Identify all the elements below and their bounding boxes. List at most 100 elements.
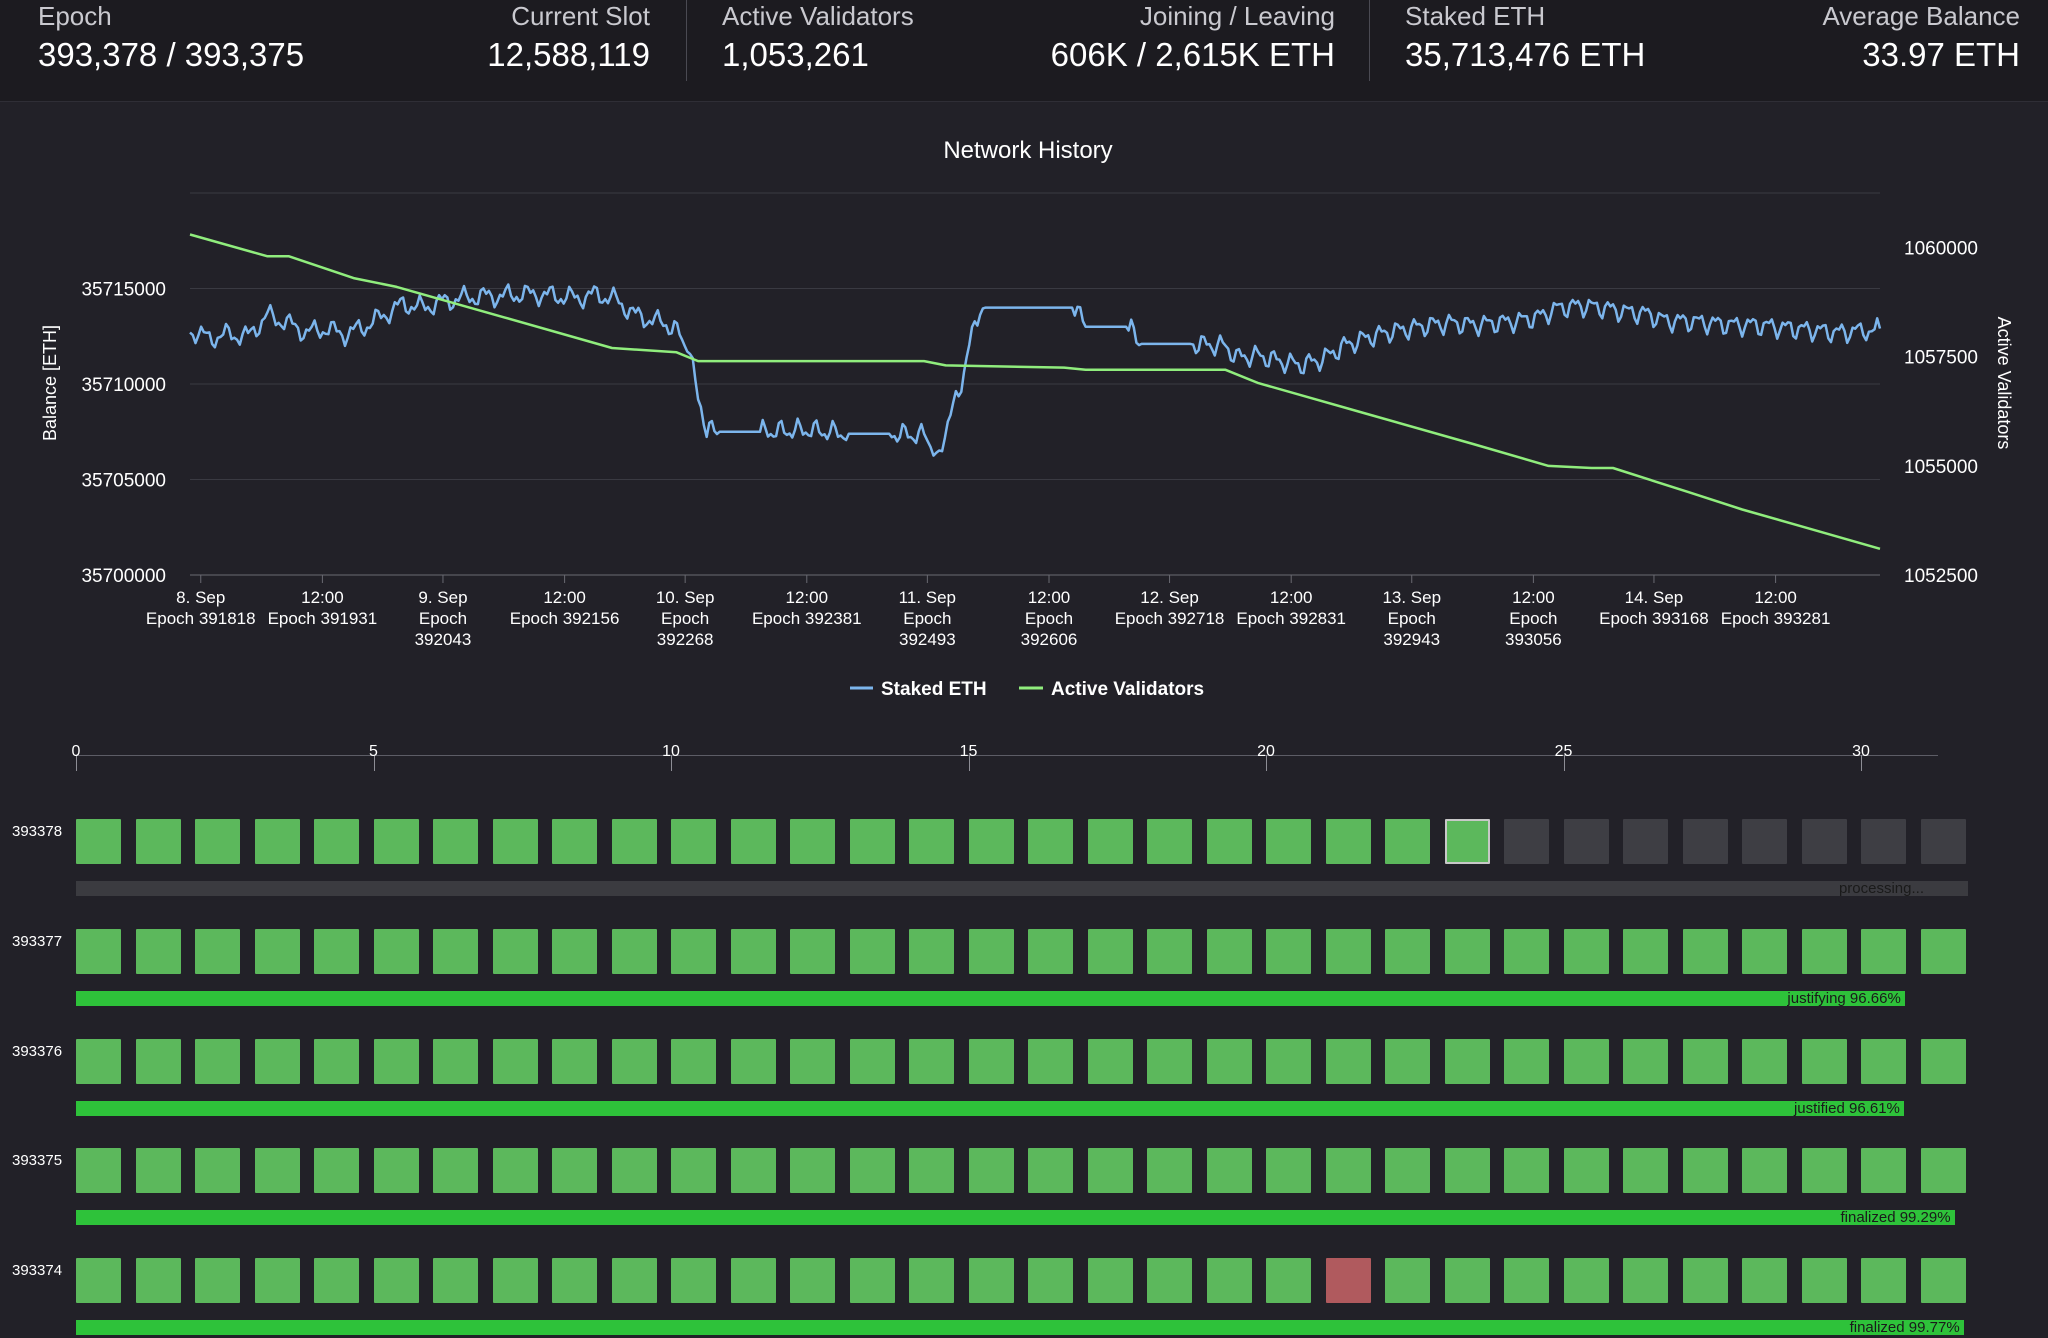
slot-proposed[interactable]: [671, 1258, 716, 1303]
slot-proposed[interactable]: [968, 929, 1014, 974]
slot-proposed[interactable]: [373, 819, 419, 864]
slot-proposed[interactable]: [1147, 1148, 1192, 1193]
slot-proposed[interactable]: [909, 1039, 954, 1084]
slot-proposed[interactable]: [790, 929, 835, 974]
slot-proposed[interactable]: [968, 1148, 1014, 1193]
slot-proposed[interactable]: [1444, 1258, 1490, 1303]
slot-proposed[interactable]: [968, 1258, 1014, 1303]
slot-proposed[interactable]: [1028, 1039, 1073, 1084]
slot-proposed[interactable]: [1206, 1258, 1252, 1303]
slot-proposed[interactable]: [1920, 1039, 1966, 1084]
slot-proposed[interactable]: [135, 1258, 181, 1303]
slot-proposed[interactable]: [1563, 1039, 1609, 1084]
slot-proposed[interactable]: [1504, 929, 1549, 974]
slot-proposed[interactable]: [1682, 1039, 1728, 1084]
slot-proposed[interactable]: [1444, 1148, 1490, 1193]
slot-proposed[interactable]: [790, 1148, 835, 1193]
slot-proposed[interactable]: [1682, 1258, 1728, 1303]
slot-proposed[interactable]: [1861, 929, 1906, 974]
slot-proposed[interactable]: [1325, 929, 1371, 974]
slot-proposed[interactable]: [1504, 1258, 1549, 1303]
slot-proposed[interactable]: [492, 819, 538, 864]
slot-proposed[interactable]: [552, 1258, 597, 1303]
slot-proposed[interactable]: [135, 929, 181, 974]
slot-proposed[interactable]: [433, 1148, 478, 1193]
slot-proposed[interactable]: [849, 819, 895, 864]
slot-scheduled[interactable]: [1801, 819, 1847, 864]
slot-proposed[interactable]: [1325, 819, 1371, 864]
slot-proposed[interactable]: [671, 1148, 716, 1193]
slot-proposed[interactable]: [373, 929, 419, 974]
slot-proposed[interactable]: [1147, 929, 1192, 974]
slot-proposed[interactable]: [76, 1258, 121, 1303]
slot-proposed[interactable]: [730, 819, 776, 864]
slot-proposed[interactable]: [135, 819, 181, 864]
slot-proposed[interactable]: [1444, 1039, 1490, 1084]
slot-proposed[interactable]: [254, 1039, 300, 1084]
slot-proposed[interactable]: [1028, 929, 1073, 974]
slot-proposed[interactable]: [790, 819, 835, 864]
slot-proposed[interactable]: [671, 1039, 716, 1084]
slot-proposed[interactable]: [1682, 1148, 1728, 1193]
slot-proposed[interactable]: [671, 929, 716, 974]
slot-proposed[interactable]: [195, 819, 240, 864]
slot-proposed[interactable]: [790, 1258, 835, 1303]
slot-proposed[interactable]: [611, 929, 657, 974]
slot-proposed[interactable]: [1147, 1039, 1192, 1084]
slot-proposed[interactable]: [492, 1039, 538, 1084]
slot-proposed[interactable]: [849, 1148, 895, 1193]
slot-proposed[interactable]: [314, 819, 359, 864]
epoch-number-link[interactable]: 393374: [12, 1262, 63, 1279]
slot-proposed[interactable]: [671, 819, 716, 864]
slot-proposed[interactable]: [849, 1258, 895, 1303]
slot-scheduled[interactable]: [1742, 819, 1787, 864]
slot-proposed[interactable]: [1266, 819, 1311, 864]
legend-item-active-validators[interactable]: Active Validators: [1019, 679, 1204, 700]
slot-proposed[interactable]: [76, 819, 121, 864]
slot-proposed[interactable]: [76, 929, 121, 974]
slot-scheduled[interactable]: [1682, 819, 1728, 864]
slot-proposed[interactable]: [1087, 1148, 1133, 1193]
slot-proposed[interactable]: [433, 929, 478, 974]
slot-proposed[interactable]: [314, 1148, 359, 1193]
slot-proposed[interactable]: [195, 1258, 240, 1303]
slot-proposed[interactable]: [1266, 1039, 1311, 1084]
slot-proposed[interactable]: [1801, 1039, 1847, 1084]
slot-proposed[interactable]: [1623, 929, 1668, 974]
slot-proposed[interactable]: [790, 1039, 835, 1084]
slot-missed[interactable]: [1325, 1258, 1371, 1303]
slot-proposed[interactable]: [1682, 929, 1728, 974]
slot-proposed[interactable]: [1920, 1258, 1966, 1303]
slot-scheduled[interactable]: [1623, 819, 1668, 864]
slot-proposed[interactable]: [909, 929, 954, 974]
slot-proposed[interactable]: [1028, 819, 1073, 864]
slot-proposed[interactable]: [552, 1039, 597, 1084]
chart-legend[interactable]: Staked ETH Active Validators: [850, 679, 1204, 700]
active-validators-line[interactable]: [189, 233, 1881, 551]
slot-proposed[interactable]: [1206, 1039, 1252, 1084]
slot-proposed[interactable]: [1147, 1258, 1192, 1303]
epoch-number-link[interactable]: 393376: [12, 1043, 63, 1060]
slot-proposed[interactable]: [1742, 1039, 1787, 1084]
slot-proposed[interactable]: [1087, 1258, 1133, 1303]
slot-proposed[interactable]: [1623, 1039, 1668, 1084]
slot-proposed[interactable]: [1028, 1148, 1073, 1193]
slot-proposed[interactable]: [1385, 1148, 1430, 1193]
slot-proposed[interactable]: [1266, 1148, 1311, 1193]
slot-proposed[interactable]: [492, 1258, 538, 1303]
epoch-number-link[interactable]: 393375: [12, 1152, 63, 1169]
slot-proposed[interactable]: [552, 1148, 597, 1193]
slot-proposed[interactable]: [492, 929, 538, 974]
slot-proposed[interactable]: [135, 1148, 181, 1193]
slot-proposed[interactable]: [1563, 929, 1609, 974]
slot-proposed[interactable]: [195, 1039, 240, 1084]
slot-proposed[interactable]: [1266, 1258, 1311, 1303]
slot-proposed[interactable]: [1385, 1258, 1430, 1303]
slot-proposed[interactable]: [1147, 819, 1192, 864]
slot-proposed[interactable]: [1385, 929, 1430, 974]
slot-scheduled[interactable]: [1920, 819, 1966, 864]
slot-proposed[interactable]: [1920, 1148, 1966, 1193]
slot-proposed[interactable]: [611, 819, 657, 864]
slot-proposed[interactable]: [1266, 929, 1311, 974]
slot-current[interactable]: [1444, 819, 1490, 864]
